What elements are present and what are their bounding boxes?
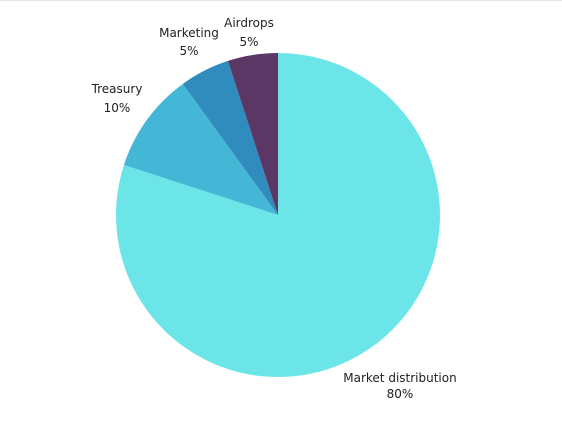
pie-slice-treasury: [123, 83, 279, 215]
pie-slice-airdrops: [227, 53, 278, 215]
slice-label-market-distribution: Market distribution: [343, 371, 456, 385]
pie-slices: [116, 53, 441, 377]
slice-label-treasury: Treasury: [91, 82, 143, 96]
slice-label-marketing: Marketing: [159, 26, 219, 40]
top-divider: [0, 0, 562, 1]
slice-value-airdrops: 5%: [239, 35, 258, 49]
slice-label-airdrops: Airdrops: [224, 16, 274, 30]
pie-labels: Market distribution 80% Treasury 10% Mar…: [91, 16, 457, 401]
pie-slice-market-distribution: [116, 53, 441, 377]
pie-slice-marketing: [182, 60, 278, 216]
slice-value-treasury: 10%: [104, 101, 131, 115]
slice-value-marketing: 5%: [179, 44, 198, 58]
slice-value-market-distribution: 80%: [387, 387, 414, 401]
